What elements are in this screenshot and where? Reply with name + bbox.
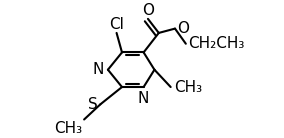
- Text: N: N: [92, 62, 104, 77]
- Text: N: N: [138, 91, 149, 106]
- Text: CH₃: CH₃: [54, 121, 82, 136]
- Text: O: O: [142, 3, 154, 18]
- Text: CH₂CH₃: CH₂CH₃: [188, 36, 244, 51]
- Text: Cl: Cl: [109, 17, 124, 32]
- Text: O: O: [177, 21, 189, 36]
- Text: S: S: [88, 97, 98, 112]
- Text: CH₃: CH₃: [174, 79, 202, 95]
